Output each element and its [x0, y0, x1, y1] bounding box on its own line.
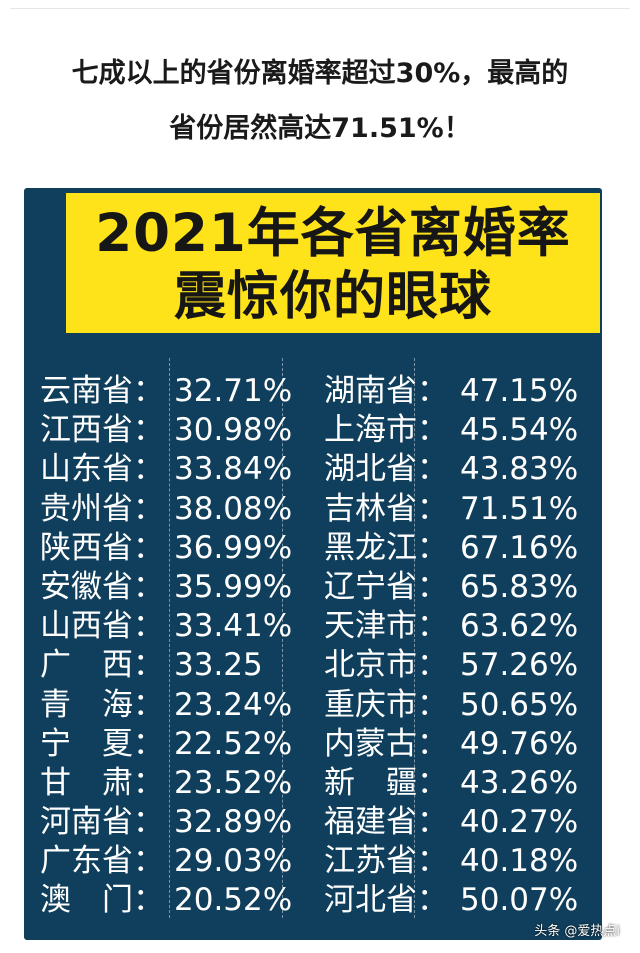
province-name: 贵州省：	[40, 490, 164, 527]
divorce-rate-value: 33.41%	[174, 608, 293, 645]
province-name: 江苏省：	[324, 843, 448, 880]
rate-row: 宁 夏： 22.52% 内蒙古： 49.76%	[24, 725, 602, 764]
divorce-rate-value: 32.71%	[174, 373, 293, 409]
divorce-rate-value: 36.99%	[174, 529, 293, 566]
province-name: 辽宁省：	[324, 568, 448, 605]
province-name: 青 海：	[40, 686, 164, 723]
province-name: 山西省：	[40, 608, 164, 645]
divorce-rate-value: 22.52%	[174, 725, 293, 762]
divorce-rate-value: 40.27%	[460, 804, 579, 841]
province-name: 广东省：	[40, 843, 164, 880]
divorce-rate-value: 49.76%	[460, 725, 579, 762]
province-name: 河北省：	[324, 882, 448, 919]
dashed-guide-1	[169, 358, 170, 918]
banner-title: 2021年各省离婚率	[95, 203, 571, 264]
top-divider	[10, 8, 630, 9]
rate-row: 山东省： 33.84% 湖北省： 43.83%	[24, 450, 602, 489]
province-name: 山东省：	[40, 451, 164, 488]
dashed-guide-2	[282, 358, 283, 918]
province-name: 内蒙古：	[324, 725, 448, 762]
province-name: 广 西：	[40, 647, 164, 684]
rate-row: 澳 门： 20.52% 河北省： 50.07%	[24, 881, 602, 920]
province-name: 北京市：	[324, 647, 448, 684]
divorce-rate-value: 23.52%	[174, 764, 293, 801]
province-name: 河南省：	[40, 804, 164, 841]
divorce-rate-value: 47.15%	[460, 373, 579, 409]
divorce-rate-value: 33.84%	[174, 451, 293, 488]
divorce-rate-value: 63.62%	[460, 608, 579, 645]
divorce-rate-value: 43.26%	[460, 764, 579, 801]
rate-row: 广东省： 29.03% 江苏省： 40.18%	[24, 842, 602, 881]
province-name: 安徽省：	[40, 568, 164, 605]
divorce-rate-value: 35.99%	[174, 568, 293, 605]
rate-row: 山西省： 33.41% 天津市： 63.62%	[24, 607, 602, 646]
province-name: 福建省：	[324, 804, 448, 841]
rate-row: 贵州省： 38.08% 吉林省： 71.51%	[24, 490, 602, 529]
province-name: 上海市：	[324, 412, 448, 449]
article-headline: 七成以上的省份离婚率超过30%，最高的 省份居然高达71.51%！	[0, 46, 640, 156]
rate-row: 江西省： 30.98% 上海市： 45.54%	[24, 411, 602, 450]
divorce-rate-value: 33.25	[174, 647, 263, 684]
province-name: 甘 肃：	[40, 764, 164, 801]
divorce-rate-value: 65.83%	[460, 568, 579, 605]
rate-table: 云南省： 32.71% 湖南省： 47.15% 江西省： 30.98% 上海市： 45.54%…	[24, 372, 602, 921]
divorce-rate-value: 50.65%	[460, 686, 579, 723]
divorce-rate-value: 40.18%	[460, 843, 579, 880]
rate-row: 云南省： 32.71% 湖南省： 47.15%	[24, 372, 602, 411]
headline-line-2: 省份居然高达71.51%！	[169, 113, 471, 144]
province-name: 吉林省：	[324, 490, 448, 527]
divorce-rate-value: 23.24%	[174, 686, 293, 723]
province-name: 宁 夏：	[40, 725, 164, 762]
divorce-rate-value: 43.83%	[460, 451, 579, 488]
province-name: 湖南省：	[324, 373, 448, 409]
province-name: 湖北省：	[324, 451, 448, 488]
divorce-rate-value: 20.52%	[174, 882, 293, 919]
poster-banner: 2021年各省离婚率 震惊你的眼球	[66, 193, 600, 333]
rate-row: 青 海： 23.24% 重庆市： 50.65%	[24, 686, 602, 725]
divorce-rate-value: 67.16%	[460, 529, 579, 566]
divorce-rate-value: 32.89%	[174, 804, 293, 841]
rate-row: 河南省： 32.89% 福建省： 40.27%	[24, 803, 602, 842]
divorce-rate-value: 71.51%	[460, 490, 579, 527]
divorce-rate-poster: 2021年各省离婚率 震惊你的眼球 云南省： 32.71% 湖南省： 47.15% 江西…	[24, 188, 602, 940]
divorce-rate-value: 30.98%	[174, 412, 293, 449]
source-watermark: 头条 @爱热点i	[534, 924, 620, 939]
rate-row: 广 西： 33.25 北京市： 57.26%	[24, 646, 602, 685]
dashed-guide-3	[414, 358, 415, 918]
province-name: 澳 门：	[40, 882, 164, 919]
divorce-rate-value: 45.54%	[460, 412, 579, 449]
province-name: 陕西省：	[40, 529, 164, 566]
province-name: 天津市：	[324, 608, 448, 645]
province-name: 云南省：	[40, 373, 164, 409]
divorce-rate-value: 38.08%	[174, 490, 293, 527]
rate-row: 陕西省： 36.99% 黑龙江： 67.16%	[24, 529, 602, 568]
rate-row: 甘 肃： 23.52% 新 疆： 43.26%	[24, 764, 602, 803]
banner-subtitle: 震惊你的眼球	[173, 267, 492, 327]
divorce-rate-value: 29.03%	[174, 843, 293, 880]
divorce-rate-value: 57.26%	[460, 647, 579, 684]
province-name: 重庆市：	[324, 686, 448, 723]
headline-line-1: 七成以上的省份离婚率超过30%，最高的	[71, 58, 569, 89]
province-name: 新 疆：	[324, 764, 448, 801]
province-name: 黑龙江：	[324, 529, 448, 566]
divorce-rate-value: 50.07%	[460, 882, 579, 919]
rate-row: 安徽省： 35.99% 辽宁省： 65.83%	[24, 568, 602, 607]
province-name: 江西省：	[40, 412, 164, 449]
